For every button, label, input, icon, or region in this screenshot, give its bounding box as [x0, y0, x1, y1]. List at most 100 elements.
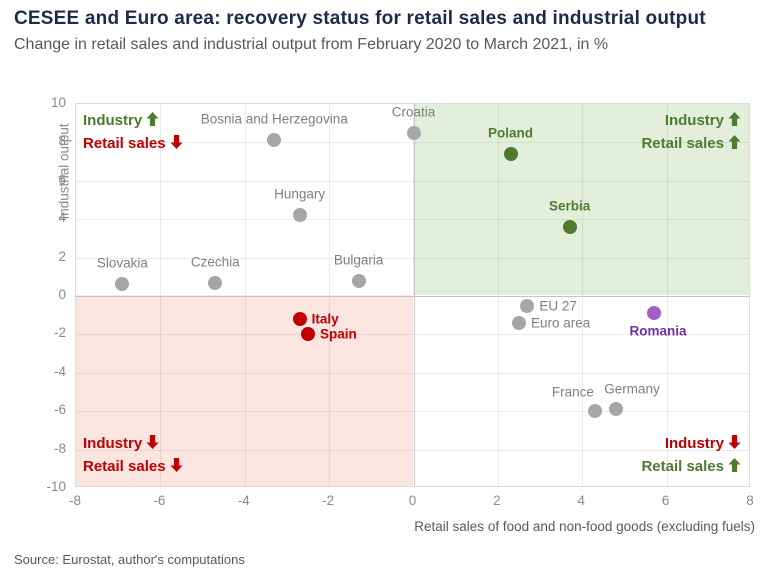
data-point-label: France: [551, 384, 594, 400]
quadrant-legend-line: Retail sales: [641, 132, 741, 155]
data-point-germany: [609, 402, 623, 417]
x-tick-label: -2: [322, 493, 335, 508]
y-tick-label: 10: [50, 95, 66, 110]
data-point-label: Serbia: [548, 198, 591, 214]
page-title: CESEE and Euro area: recovery status for…: [14, 8, 706, 29]
data-point-bosnia-and-herzegovina: [267, 133, 282, 148]
quadrant-legend-text: Industry: [664, 112, 724, 129]
horizontal-gridline: [76, 449, 749, 451]
arrow-down-icon: [170, 135, 183, 149]
quadrant-legend-text: Retail sales: [83, 135, 166, 152]
data-point-label: Bosnia and Herzegovina: [200, 111, 348, 127]
y-tick-label: 6: [58, 171, 66, 187]
horizontal-gridline: [76, 142, 749, 144]
horizontal-gridline: [76, 411, 749, 413]
data-point-france: [587, 404, 602, 419]
quadrant-label-top-right: Industry Retail sales: [641, 109, 741, 155]
quadrant-legend-line: Industry: [83, 432, 183, 455]
quadrant-legend-text: Retail sales: [641, 458, 724, 475]
x-tick-label: -6: [153, 493, 166, 508]
arrow-up-icon: [728, 112, 741, 126]
x-tick-label: -8: [68, 493, 81, 508]
y-tick-label: 8: [58, 133, 66, 149]
quadrant-legend-text: Industry: [664, 435, 724, 452]
quadrant-legend-text: Industry: [83, 112, 143, 129]
arrow-up-icon: [728, 458, 741, 472]
data-point-label: Spain: [320, 326, 357, 342]
quadrant-label-bottom-right: Industry Retail sales: [641, 432, 741, 478]
y-tick-label: 2: [58, 248, 66, 264]
y-tick-label: -10: [46, 479, 66, 494]
vertical-gridline: [329, 104, 331, 486]
x-tick-label: 6: [661, 493, 670, 508]
arrow-down-icon: [146, 435, 159, 449]
data-point-czechia: [208, 275, 223, 290]
x-axis-title: Retail sales of food and non-food goods …: [414, 519, 755, 534]
vertical-gridline: [497, 104, 499, 486]
data-point-serbia: [562, 219, 577, 234]
y-tick-label: -2: [53, 325, 66, 341]
data-point-label: Hungary: [274, 186, 326, 202]
data-point-label: Croatia: [391, 104, 436, 120]
data-point-bulgaria: [351, 273, 366, 288]
data-point-label: Poland: [488, 125, 534, 141]
horizontal-gridline: [76, 257, 749, 259]
x-tick-label: 4: [577, 493, 585, 508]
quadrant-legend-line: Retail sales: [83, 455, 183, 478]
arrow-up-icon: [146, 112, 159, 126]
y-tick-label: -4: [53, 363, 66, 379]
vertical-gridline: [160, 104, 162, 486]
data-point-hungary: [292, 208, 307, 223]
data-point-euro-area: [511, 315, 526, 330]
data-point-label: Romania: [629, 323, 687, 339]
vertical-gridline: [582, 104, 584, 486]
quadrant-legend-line: Retail sales: [83, 132, 183, 155]
data-point-label: EU 27: [539, 298, 577, 314]
data-point-eu-27: [520, 298, 535, 313]
horizontal-gridline: [76, 334, 749, 336]
data-point-spain: [301, 327, 316, 342]
horizontal-gridline: [76, 372, 749, 374]
y-tick-label: 4: [58, 210, 66, 226]
x-zero-axis-line: [413, 104, 415, 486]
data-point-label: Euro area: [530, 315, 591, 331]
quadrant-legend-text: Retail sales: [641, 135, 724, 152]
vertical-gridline: [666, 104, 668, 486]
quadrant-legend-line: Industry: [641, 109, 741, 132]
arrow-down-icon: [728, 435, 741, 449]
x-tick-label: 2: [493, 493, 501, 508]
data-point-slovakia: [115, 277, 130, 292]
data-point-label: Bulgaria: [333, 252, 384, 268]
page-subtitle: Change in retail sales and industrial ou…: [14, 36, 609, 53]
vertical-gridline: [244, 104, 246, 486]
data-point-croatia: [406, 125, 421, 140]
data-point-romania: [646, 306, 661, 321]
source-note: Source: Eurostat, author's computations: [14, 552, 245, 567]
quadrant-legend-line: Industry: [83, 109, 183, 132]
quadrant-legend-text: Retail sales: [83, 458, 166, 475]
horizontal-gridline: [76, 180, 749, 182]
x-tick-label: 0: [408, 493, 417, 508]
x-tick-label: 8: [746, 493, 754, 508]
horizontal-gridline: [76, 219, 749, 221]
y-tick-label: -8: [53, 440, 66, 456]
data-point-label: Germany: [604, 381, 660, 397]
y-tick-label: 0: [58, 287, 66, 302]
data-point-label: Italy: [311, 311, 339, 327]
arrow-up-icon: [728, 135, 741, 149]
data-point-label: Czechia: [190, 254, 240, 270]
data-point-italy: [292, 312, 307, 327]
data-point-label: Slovakia: [96, 255, 148, 271]
quadrant-bottom-left-background: [76, 295, 413, 486]
arrow-down-icon: [170, 458, 183, 472]
quadrant-label-top-left: Industry Retail sales: [83, 109, 183, 155]
quadrant-top-right-background: [412, 104, 749, 295]
quadrant-legend-line: Industry: [641, 432, 741, 455]
data-point-poland: [503, 146, 518, 161]
quadrant-legend-text: Industry: [83, 435, 143, 452]
x-tick-label: -4: [237, 493, 250, 508]
y-tick-label: -6: [53, 402, 66, 418]
scatter-plot-area: Bosnia and Herzegovina Croatia Poland Hunga…: [75, 103, 750, 487]
quadrant-legend-line: Retail sales: [641, 455, 741, 478]
y-zero-axis-line: [76, 296, 749, 297]
